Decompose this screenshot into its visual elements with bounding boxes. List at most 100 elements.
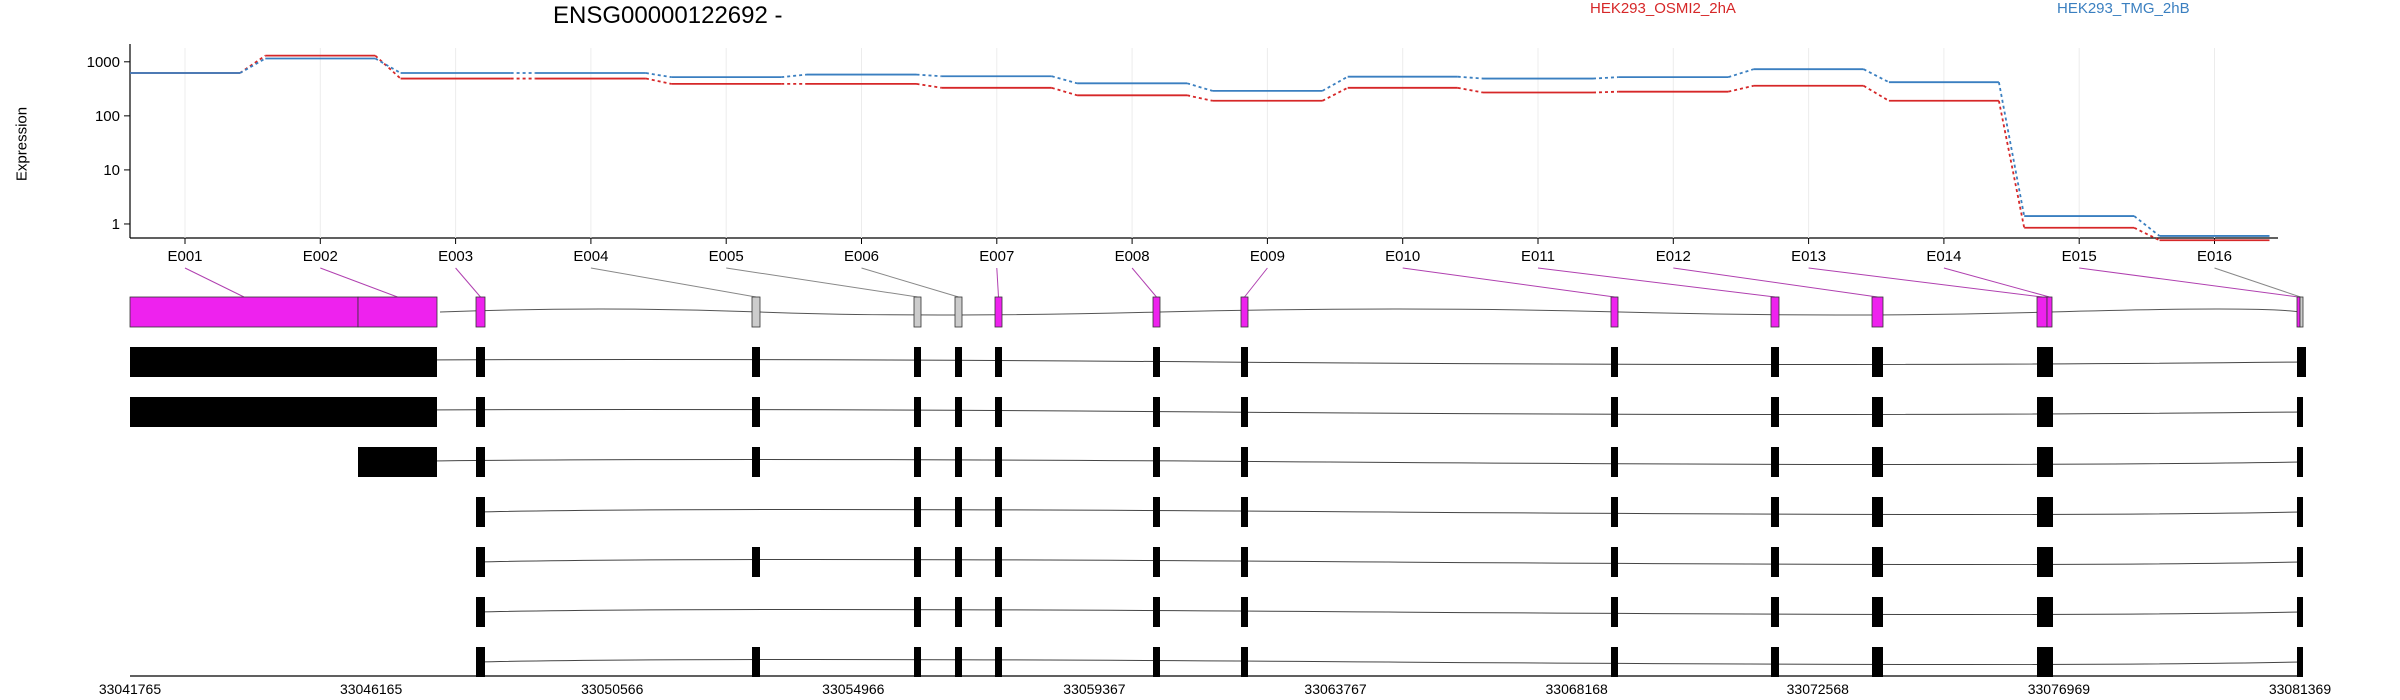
x-tick-label: E005	[709, 248, 744, 265]
genomic-tick-label: 33063767	[1304, 681, 1367, 697]
transcript-exon-box	[752, 347, 760, 377]
genomic-tick-label: 33076969	[2028, 681, 2091, 697]
transcript-exon-box	[1611, 397, 1618, 427]
gene-exon-box	[475, 296, 486, 328]
transcript-exon-box	[1241, 547, 1248, 577]
transcript-exon-box	[1611, 497, 1618, 527]
transcript-exon-box	[1241, 397, 1248, 427]
transcript-exon-box	[2037, 447, 2047, 477]
gene-exon-box	[751, 296, 761, 328]
x-tick-label: E008	[1115, 248, 1150, 265]
transcript-exon-box	[1611, 547, 1618, 577]
transcript-exon-box	[2047, 347, 2053, 377]
genomic-tick-label: 33041765	[99, 681, 162, 697]
transcript-exon-box	[1241, 597, 1248, 627]
transcript-exon-box	[995, 647, 1002, 677]
chart-title: ENSG00000122692 -	[553, 2, 783, 29]
transcript-exon-box	[955, 497, 962, 527]
gene-exon-box	[1770, 296, 1780, 328]
y-tick-label: 1000	[87, 54, 120, 71]
transcript-exon-box	[1771, 347, 1779, 377]
transcript-exon-box	[2037, 597, 2047, 627]
transcript-exon-box	[1153, 497, 1160, 527]
transcript-exon-box	[914, 447, 921, 477]
transcript-exon-box	[1611, 647, 1618, 677]
transcript-exon-box	[476, 347, 485, 377]
exon-mapping-line	[1131, 267, 1157, 298]
transcript-exon-box	[955, 397, 962, 427]
transcript-exon-box	[358, 397, 437, 427]
x-tick-label: E009	[1250, 248, 1285, 265]
gene-exon-box	[994, 296, 1003, 328]
series-connector	[1457, 75, 1484, 80]
transcript-exon-box	[2300, 347, 2306, 377]
series-connector	[1457, 86, 1484, 94]
transcript-exon-box	[914, 397, 921, 427]
exon-mapping-line	[726, 267, 918, 298]
series-connector	[2133, 215, 2161, 237]
transcript-exon-box	[995, 547, 1002, 577]
transcript-exon-box	[1241, 347, 1248, 377]
genomic-tick-label: 33050566	[581, 681, 644, 697]
transcript-exon-box	[2297, 397, 2303, 427]
gene-exon-box	[2036, 296, 2048, 328]
transcript-intron-line	[475, 659, 2301, 665]
transcript-exon-box	[2047, 497, 2053, 527]
transcript-exon-box	[476, 597, 485, 627]
transcript-exon-box	[2297, 597, 2303, 627]
exon-mapping-line	[2079, 267, 2299, 298]
transcript-intron-line	[475, 559, 2301, 565]
transcript-exon-box	[955, 347, 962, 377]
transcript-exon-box	[752, 447, 760, 477]
x-tick-label: E010	[1385, 248, 1420, 265]
transcript-exon-box	[476, 547, 485, 577]
x-tick-label: E001	[167, 248, 202, 265]
x-tick-label: E003	[438, 248, 473, 265]
gene-exon-box	[1152, 296, 1161, 328]
transcript-exon-box	[1872, 547, 1883, 577]
transcript-exon-box	[2047, 597, 2053, 627]
transcript-exon-box	[1872, 647, 1883, 677]
y-tick-label: 100	[95, 108, 120, 125]
transcript-exon-box	[995, 397, 1002, 427]
exon-mapping-line	[2214, 267, 2301, 298]
transcript-intron-line	[129, 409, 2301, 415]
exon-mapping-line	[1402, 267, 1615, 298]
series-connector	[1051, 86, 1078, 97]
series-connector	[239, 57, 266, 74]
transcript-exon-box	[1771, 547, 1779, 577]
exon-mapping-line	[996, 267, 999, 298]
series-connector	[374, 57, 402, 74]
x-tick-label: E013	[1791, 248, 1826, 265]
transcript-exon-box	[2047, 647, 2053, 677]
series-connector	[916, 73, 942, 78]
transcript-exon-box	[955, 647, 962, 677]
genomic-tick-label: 33059367	[1063, 681, 1126, 697]
transcript-exon-box	[1872, 347, 1883, 377]
transcript-exon-box	[1153, 397, 1160, 427]
transcript-exon-box	[1771, 497, 1779, 527]
genomic-tick-label: 33054966	[822, 681, 885, 697]
transcript-exon-box	[752, 647, 760, 677]
transcript-exon-box	[476, 397, 485, 427]
series-connector	[1186, 82, 1213, 92]
transcript-exon-box	[914, 597, 921, 627]
transcript-exon-box	[914, 497, 921, 527]
y-tick-label: 1	[112, 216, 120, 233]
transcript-exon-box	[1771, 647, 1779, 677]
series-connector	[1592, 90, 1619, 94]
transcript-exon-box	[1153, 347, 1160, 377]
transcript-exon-box	[130, 397, 358, 427]
transcript-intron-line	[475, 509, 2301, 515]
series-connector	[1863, 68, 1890, 83]
transcript-exon-box	[2047, 547, 2053, 577]
x-tick-label: E014	[1926, 248, 1961, 265]
series-connector	[1321, 87, 1349, 102]
series-connector	[239, 54, 266, 74]
exon-mapping-line	[590, 267, 757, 298]
transcript-exon-box	[914, 347, 921, 377]
transcript-exon-box	[1611, 447, 1618, 477]
gene-exon-box	[2299, 296, 2304, 328]
genomic-tick-label: 33046165	[340, 681, 403, 697]
